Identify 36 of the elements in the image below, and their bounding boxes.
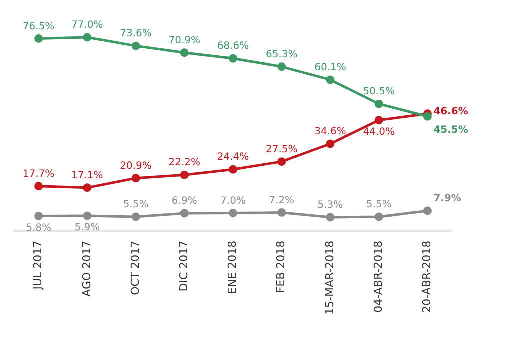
data-label: 6.9% <box>172 196 198 208</box>
data-label: 68.6% <box>217 41 250 52</box>
data-label: 5.5% <box>123 200 149 211</box>
data-label: 34.6% <box>314 126 346 138</box>
x-tick-label: DIC 2017 <box>178 240 190 292</box>
data-label: 7.0% <box>220 196 246 207</box>
x-tick-label: JUL 2017 <box>32 240 45 291</box>
data-label: 22.2% <box>168 158 201 169</box>
data-label: 20.9% <box>120 160 152 172</box>
data-label: 5.5% <box>366 200 392 211</box>
data-label: 65.3% <box>266 50 298 60</box>
x-tick-label: 04-ABR-2018 <box>372 240 385 313</box>
data-label: 5.9% <box>74 222 100 234</box>
data-label: 7.2% <box>269 195 295 206</box>
data-label: 27.5% <box>266 144 298 156</box>
data-label: 73.6% <box>120 28 152 40</box>
data-label: 70.9% <box>168 35 201 46</box>
data-label: 7.9% <box>434 194 462 205</box>
x-tick-label: 20-ABR-2018 <box>420 240 434 313</box>
x-tick-label: AGO 2017 <box>80 240 94 297</box>
data-label: 17.1% <box>72 170 104 182</box>
data-label: 5.3% <box>318 200 344 212</box>
data-label: 24.4% <box>217 152 250 164</box>
x-tick-label: 15-MAR-2018 <box>323 240 336 316</box>
data-label: 17.7% <box>22 169 55 180</box>
x-tick-label: FEB 2018 <box>274 240 288 294</box>
x-tick-label: OCT 2017 <box>128 240 142 296</box>
data-label: 77.0% <box>72 20 104 32</box>
data-label: 44.0% <box>363 126 395 138</box>
data-label: 50.5% <box>363 86 395 98</box>
data-label: 5.8% <box>26 222 52 234</box>
data-label: 45.5% <box>434 125 468 136</box>
data-label: 46.6% <box>434 106 468 118</box>
data-label: 60.1% <box>314 62 346 74</box>
x-tick-label: ENE 2018 <box>226 240 240 294</box>
data-label: 76.5% <box>22 21 55 32</box>
